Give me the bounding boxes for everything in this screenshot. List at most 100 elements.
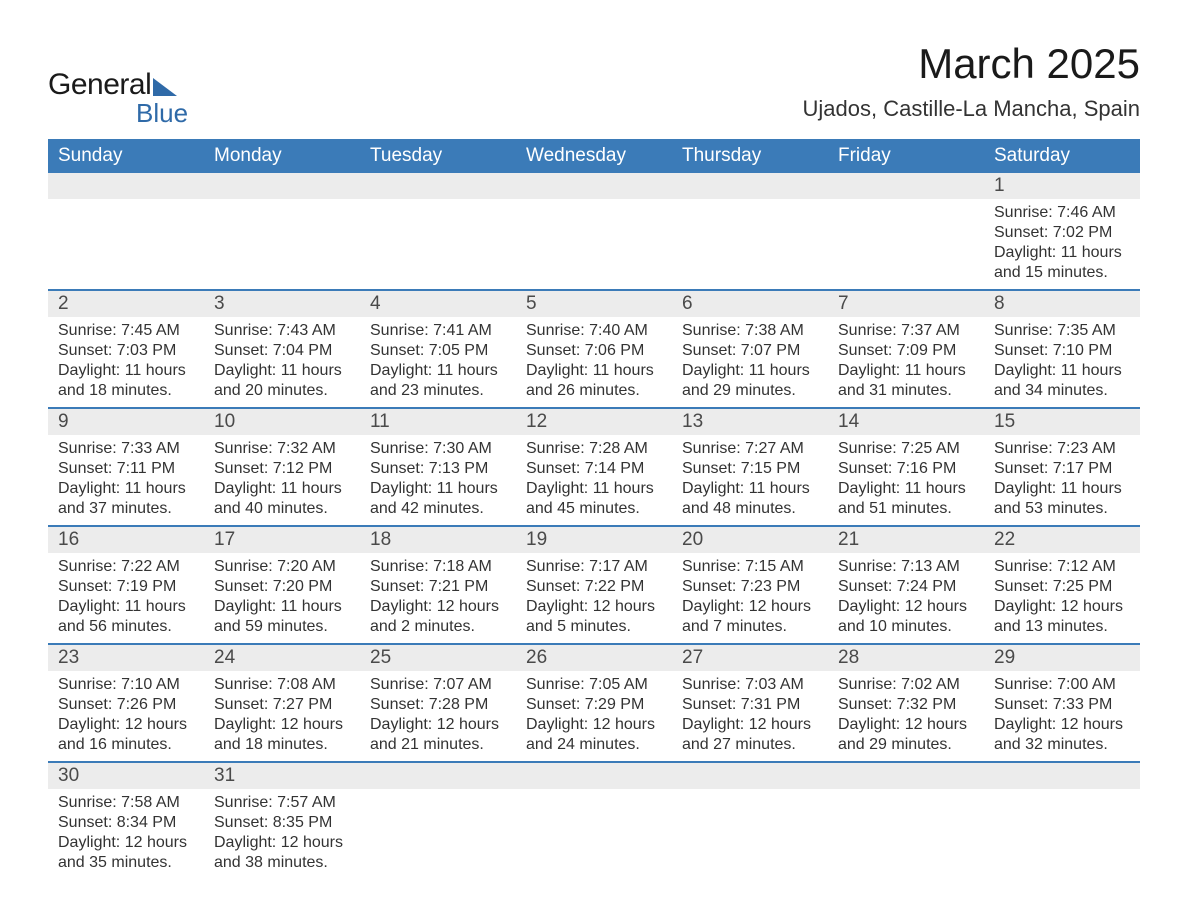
sunset-line: Sunset: 7:21 PM <box>370 577 506 597</box>
day-cell <box>48 173 204 289</box>
daylight-line-1: Daylight: 12 hours <box>58 833 194 853</box>
day-number: 15 <box>984 409 1140 435</box>
sunset-line: Sunset: 7:31 PM <box>682 695 818 715</box>
week-row: 23Sunrise: 7:10 AMSunset: 7:26 PMDayligh… <box>48 643 1140 761</box>
day-number: 25 <box>360 645 516 671</box>
sunset-line: Sunset: 7:27 PM <box>214 695 350 715</box>
day-cell <box>516 173 672 289</box>
day-number <box>672 173 828 199</box>
day-cell: 1Sunrise: 7:46 AMSunset: 7:02 PMDaylight… <box>984 173 1140 289</box>
day-body <box>48 199 204 281</box>
sunset-line: Sunset: 7:04 PM <box>214 341 350 361</box>
day-body: Sunrise: 7:45 AMSunset: 7:03 PMDaylight:… <box>48 317 204 407</box>
day-body: Sunrise: 7:41 AMSunset: 7:05 PMDaylight:… <box>360 317 516 407</box>
daylight-line-1: Daylight: 11 hours <box>58 361 194 381</box>
sunset-line: Sunset: 7:06 PM <box>526 341 662 361</box>
sunrise-line: Sunrise: 7:30 AM <box>370 439 506 459</box>
title-block: March 2025 Ujados, Castille-La Mancha, S… <box>802 40 1140 122</box>
day-cell: 15Sunrise: 7:23 AMSunset: 7:17 PMDayligh… <box>984 409 1140 525</box>
daylight-line-1: Daylight: 11 hours <box>370 361 506 381</box>
day-cell <box>516 763 672 879</box>
day-cell: 19Sunrise: 7:17 AMSunset: 7:22 PMDayligh… <box>516 527 672 643</box>
daylight-line-1: Daylight: 12 hours <box>682 715 818 735</box>
day-number <box>360 763 516 789</box>
day-body: Sunrise: 7:00 AMSunset: 7:33 PMDaylight:… <box>984 671 1140 761</box>
day-number: 4 <box>360 291 516 317</box>
daylight-line-1: Daylight: 12 hours <box>526 715 662 735</box>
sunrise-line: Sunrise: 7:40 AM <box>526 321 662 341</box>
sunset-line: Sunset: 7:22 PM <box>526 577 662 597</box>
sunset-line: Sunset: 7:09 PM <box>838 341 974 361</box>
daylight-line-2: and 16 minutes. <box>58 735 194 755</box>
daylight-line-2: and 23 minutes. <box>370 381 506 401</box>
day-number: 21 <box>828 527 984 553</box>
weeks-container: 1Sunrise: 7:46 AMSunset: 7:02 PMDaylight… <box>48 173 1140 879</box>
day-cell: 21Sunrise: 7:13 AMSunset: 7:24 PMDayligh… <box>828 527 984 643</box>
daylight-line-2: and 34 minutes. <box>994 381 1130 401</box>
day-number: 20 <box>672 527 828 553</box>
day-body <box>516 199 672 281</box>
sunset-line: Sunset: 7:05 PM <box>370 341 506 361</box>
sunrise-line: Sunrise: 7:10 AM <box>58 675 194 695</box>
daylight-line-2: and 5 minutes. <box>526 617 662 637</box>
day-body: Sunrise: 7:08 AMSunset: 7:27 PMDaylight:… <box>204 671 360 761</box>
daylight-line-1: Daylight: 11 hours <box>58 597 194 617</box>
sunset-line: Sunset: 7:16 PM <box>838 459 974 479</box>
day-cell: 14Sunrise: 7:25 AMSunset: 7:16 PMDayligh… <box>828 409 984 525</box>
day-body: Sunrise: 7:02 AMSunset: 7:32 PMDaylight:… <box>828 671 984 761</box>
sunset-line: Sunset: 7:24 PM <box>838 577 974 597</box>
sunrise-line: Sunrise: 7:57 AM <box>214 793 350 813</box>
day-body: Sunrise: 7:43 AMSunset: 7:04 PMDaylight:… <box>204 317 360 407</box>
daylight-line-2: and 37 minutes. <box>58 499 194 519</box>
day-cell: 28Sunrise: 7:02 AMSunset: 7:32 PMDayligh… <box>828 645 984 761</box>
daylight-line-1: Daylight: 12 hours <box>994 597 1130 617</box>
daylight-line-2: and 31 minutes. <box>838 381 974 401</box>
day-cell: 17Sunrise: 7:20 AMSunset: 7:20 PMDayligh… <box>204 527 360 643</box>
daylight-line-1: Daylight: 11 hours <box>214 361 350 381</box>
sunrise-line: Sunrise: 7:33 AM <box>58 439 194 459</box>
daylight-line-1: Daylight: 12 hours <box>526 597 662 617</box>
daylight-line-2: and 29 minutes. <box>682 381 818 401</box>
sunset-line: Sunset: 7:19 PM <box>58 577 194 597</box>
day-body: Sunrise: 7:33 AMSunset: 7:11 PMDaylight:… <box>48 435 204 525</box>
sunset-line: Sunset: 7:20 PM <box>214 577 350 597</box>
day-cell: 8Sunrise: 7:35 AMSunset: 7:10 PMDaylight… <box>984 291 1140 407</box>
day-body: Sunrise: 7:28 AMSunset: 7:14 PMDaylight:… <box>516 435 672 525</box>
daylight-line-2: and 32 minutes. <box>994 735 1130 755</box>
day-number: 22 <box>984 527 1140 553</box>
sunset-line: Sunset: 8:34 PM <box>58 813 194 833</box>
daylight-line-2: and 42 minutes. <box>370 499 506 519</box>
day-body: Sunrise: 7:20 AMSunset: 7:20 PMDaylight:… <box>204 553 360 643</box>
sunrise-line: Sunrise: 7:35 AM <box>994 321 1130 341</box>
day-number: 29 <box>984 645 1140 671</box>
day-number <box>204 173 360 199</box>
day-body: Sunrise: 7:12 AMSunset: 7:25 PMDaylight:… <box>984 553 1140 643</box>
day-body: Sunrise: 7:22 AMSunset: 7:19 PMDaylight:… <box>48 553 204 643</box>
sunset-line: Sunset: 7:17 PM <box>994 459 1130 479</box>
weekday-header: Saturday <box>984 139 1140 173</box>
sunrise-line: Sunrise: 7:00 AM <box>994 675 1130 695</box>
day-number: 7 <box>828 291 984 317</box>
day-cell: 3Sunrise: 7:43 AMSunset: 7:04 PMDaylight… <box>204 291 360 407</box>
daylight-line-1: Daylight: 12 hours <box>214 833 350 853</box>
day-cell: 7Sunrise: 7:37 AMSunset: 7:09 PMDaylight… <box>828 291 984 407</box>
sunset-line: Sunset: 7:32 PM <box>838 695 974 715</box>
day-body <box>984 789 1140 799</box>
day-number: 8 <box>984 291 1140 317</box>
day-number: 17 <box>204 527 360 553</box>
sunrise-line: Sunrise: 7:46 AM <box>994 203 1130 223</box>
day-cell: 26Sunrise: 7:05 AMSunset: 7:29 PMDayligh… <box>516 645 672 761</box>
day-cell: 9Sunrise: 7:33 AMSunset: 7:11 PMDaylight… <box>48 409 204 525</box>
day-body: Sunrise: 7:18 AMSunset: 7:21 PMDaylight:… <box>360 553 516 643</box>
daylight-line-2: and 20 minutes. <box>214 381 350 401</box>
sunrise-line: Sunrise: 7:41 AM <box>370 321 506 341</box>
sunrise-line: Sunrise: 7:27 AM <box>682 439 818 459</box>
weekday-header: Tuesday <box>360 139 516 173</box>
day-number: 12 <box>516 409 672 435</box>
day-cell: 30Sunrise: 7:58 AMSunset: 8:34 PMDayligh… <box>48 763 204 879</box>
sunset-line: Sunset: 7:23 PM <box>682 577 818 597</box>
daylight-line-1: Daylight: 12 hours <box>994 715 1130 735</box>
daylight-line-1: Daylight: 11 hours <box>994 361 1130 381</box>
daylight-line-2: and 18 minutes. <box>58 381 194 401</box>
day-body: Sunrise: 7:10 AMSunset: 7:26 PMDaylight:… <box>48 671 204 761</box>
